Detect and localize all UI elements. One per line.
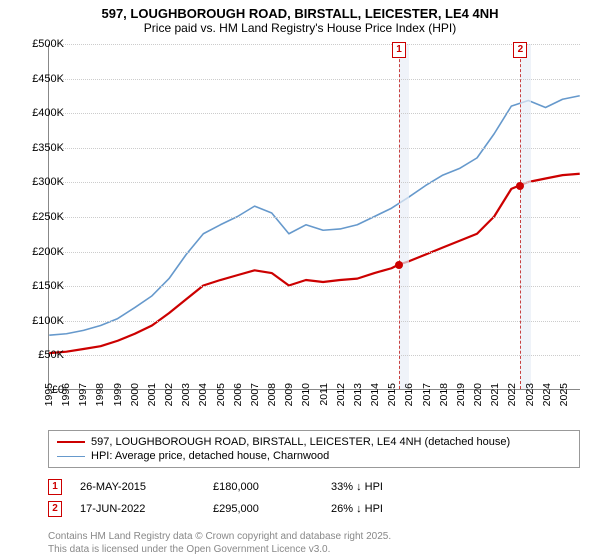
events-table: 1 26-MAY-2015 £180,000 33% ↓ HPI 2 17-JUN-202…	[48, 476, 580, 520]
x-axis-label: 2014	[369, 383, 381, 406]
gridline-h	[49, 79, 580, 80]
chart-plot-area: 1995199619971998199920002001200220032004…	[48, 44, 580, 390]
event-row: 2 17-JUN-2022 £295,000 26% ↓ HPI	[48, 498, 580, 520]
y-axis-label: £0	[20, 384, 64, 396]
event-number-badge: 1	[48, 479, 62, 495]
x-axis-label: 2018	[438, 383, 450, 406]
x-axis-label: 2022	[506, 383, 518, 406]
legend-label: 597, LOUGHBOROUGH ROAD, BIRSTALL, LEICES…	[91, 436, 510, 448]
y-axis-label: £150K	[20, 280, 64, 292]
legend-item: HPI: Average price, detached house, Char…	[57, 449, 571, 463]
footer-line-1: Contains HM Land Registry data © Crown c…	[48, 531, 391, 544]
gridline-h	[49, 321, 580, 322]
x-axis-label: 2012	[335, 383, 347, 406]
gridline-h	[49, 113, 580, 114]
y-axis-label: £450K	[20, 73, 64, 85]
gridline-h	[49, 252, 580, 253]
event-date: 26-MAY-2015	[80, 481, 195, 493]
event-price: £180,000	[213, 481, 313, 493]
event-number-badge: 2	[48, 501, 62, 517]
legend-swatch	[57, 456, 85, 457]
y-axis-label: £100K	[20, 315, 64, 327]
x-axis-label: 1998	[94, 383, 106, 406]
y-axis-label: £350K	[20, 142, 64, 154]
series-point-price_paid	[395, 261, 403, 269]
x-axis-label: 2016	[403, 383, 415, 406]
chart-title: 597, LOUGHBOROUGH ROAD, BIRSTALL, LEICES…	[10, 6, 590, 21]
gridline-h	[49, 44, 580, 45]
event-date: 17-JUN-2022	[80, 503, 195, 515]
y-axis-label: £400K	[20, 107, 64, 119]
title-block: 597, LOUGHBOROUGH ROAD, BIRSTALL, LEICES…	[0, 0, 600, 39]
x-axis-label: 2003	[180, 383, 192, 406]
legend-swatch	[57, 441, 85, 443]
y-axis-label: £200K	[20, 246, 64, 258]
x-axis-label: 2017	[421, 383, 433, 406]
event-diff: 33% ↓ HPI	[331, 481, 451, 493]
x-axis-label: 2004	[197, 383, 209, 406]
x-axis-label: 2005	[215, 383, 227, 406]
legend-box: 597, LOUGHBOROUGH ROAD, BIRSTALL, LEICES…	[48, 430, 580, 468]
y-axis-label: £300K	[20, 176, 64, 188]
chart-subtitle: Price paid vs. HM Land Registry's House …	[10, 21, 590, 35]
x-axis-label: 2015	[386, 383, 398, 406]
series-line-hpi	[49, 96, 579, 335]
x-axis-label: 1997	[77, 383, 89, 406]
y-axis-label: £500K	[20, 38, 64, 50]
legend-item: 597, LOUGHBOROUGH ROAD, BIRSTALL, LEICES…	[57, 435, 571, 449]
x-axis-label: 2007	[249, 383, 261, 406]
event-row: 1 26-MAY-2015 £180,000 33% ↓ HPI	[48, 476, 580, 498]
x-axis-label: 2010	[300, 383, 312, 406]
y-axis-label: £50K	[20, 349, 64, 361]
x-axis-label: 2001	[146, 383, 158, 406]
legend-label: HPI: Average price, detached house, Char…	[91, 450, 329, 462]
event-diff: 26% ↓ HPI	[331, 503, 451, 515]
series-point-price_paid	[516, 182, 524, 190]
gridline-h	[49, 217, 580, 218]
event-price: £295,000	[213, 503, 313, 515]
x-axis-label: 2009	[283, 383, 295, 406]
x-axis-label: 2000	[129, 383, 141, 406]
x-axis-label: 2019	[455, 383, 467, 406]
event-marker-line	[399, 44, 400, 389]
series-line-price_paid	[49, 174, 579, 353]
x-axis-label: 1999	[112, 383, 124, 406]
x-axis-label: 2002	[163, 383, 175, 406]
x-axis-label: 2006	[232, 383, 244, 406]
gridline-h	[49, 148, 580, 149]
gridline-h	[49, 182, 580, 183]
gridline-h	[49, 286, 580, 287]
event-marker-badge: 2	[513, 42, 527, 58]
x-axis-label: 2025	[558, 383, 570, 406]
x-axis-label: 2020	[472, 383, 484, 406]
y-axis-label: £250K	[20, 211, 64, 223]
footer-line-2: This data is licensed under the Open Gov…	[48, 544, 391, 557]
event-marker-badge: 1	[392, 42, 406, 58]
gridline-h	[49, 355, 580, 356]
x-axis-label: 2024	[541, 383, 553, 406]
event-marker-line	[520, 44, 521, 389]
x-axis-label: 2021	[489, 383, 501, 406]
x-axis-label: 2023	[524, 383, 536, 406]
x-axis-label: 2013	[352, 383, 364, 406]
x-axis-label: 2011	[318, 383, 330, 406]
footer-attribution: Contains HM Land Registry data © Crown c…	[48, 531, 391, 556]
x-axis-label: 2008	[266, 383, 278, 406]
